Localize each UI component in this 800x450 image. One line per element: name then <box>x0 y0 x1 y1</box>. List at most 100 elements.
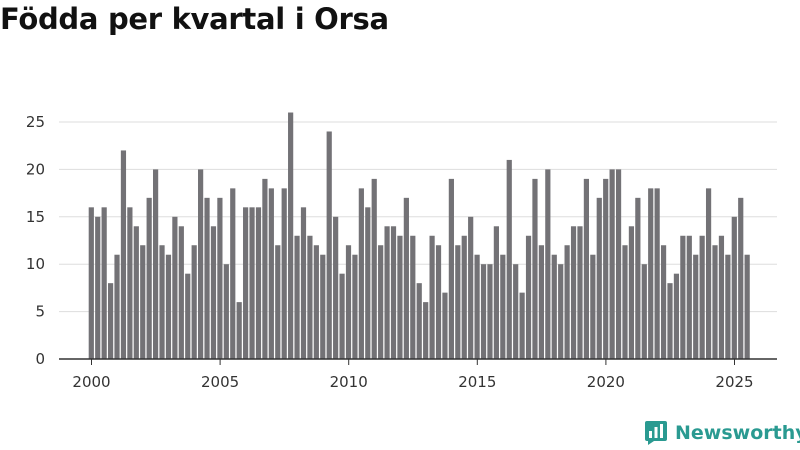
bar <box>429 235 435 359</box>
bar <box>210 226 217 359</box>
bar <box>532 178 538 359</box>
bar <box>371 178 377 359</box>
bar <box>500 254 506 359</box>
bar <box>474 254 480 359</box>
bar <box>641 264 647 359</box>
newsworthy-logo: Newsworthy <box>644 420 800 446</box>
bar <box>268 188 274 359</box>
bar <box>628 226 635 359</box>
brand-name: Newsworthy <box>675 422 800 444</box>
bar <box>159 245 165 359</box>
bar <box>384 226 390 359</box>
bar <box>223 264 229 359</box>
bar <box>609 169 615 359</box>
y-tick-label: 25 <box>26 113 45 131</box>
bar <box>333 216 339 359</box>
bar <box>738 197 744 359</box>
bars <box>59 112 777 360</box>
bar <box>493 226 499 359</box>
bar <box>635 197 641 359</box>
y-tick-label: 15 <box>26 208 45 226</box>
bar <box>275 245 281 359</box>
bar <box>204 197 210 359</box>
bar <box>667 283 673 359</box>
y-tick-label: 20 <box>26 160 45 178</box>
bar <box>622 245 628 359</box>
bar <box>583 178 590 359</box>
bar <box>403 197 409 359</box>
bar <box>172 216 178 359</box>
bar <box>693 254 699 359</box>
x-tick-label: 2020 <box>587 373 625 391</box>
bar <box>288 112 294 360</box>
bar <box>731 216 737 359</box>
bar <box>680 235 686 359</box>
bar <box>545 169 551 359</box>
bar <box>345 245 352 359</box>
bar <box>615 169 622 359</box>
bar <box>468 216 474 359</box>
bar <box>487 264 493 359</box>
bar <box>307 235 313 359</box>
y-tick-label: 0 <box>35 350 45 368</box>
bar <box>699 235 705 359</box>
bar <box>558 264 564 359</box>
x-tick-label: 2010 <box>330 373 368 391</box>
bar <box>506 159 512 359</box>
bar <box>262 178 268 359</box>
bar <box>461 235 467 359</box>
bar <box>365 207 371 359</box>
bar <box>230 188 236 359</box>
bar <box>397 235 403 359</box>
bar <box>410 235 416 359</box>
bar <box>744 254 750 359</box>
bar <box>114 254 120 359</box>
bar <box>352 254 358 359</box>
bar <box>519 292 525 359</box>
bar <box>217 197 223 359</box>
bar <box>577 226 583 359</box>
bar <box>320 254 326 359</box>
x-tick-label: 2000 <box>72 373 110 391</box>
bar <box>120 150 127 359</box>
bar <box>165 254 172 359</box>
x-axis-ticks: 2000 2005 2010 2015 2020 2025 <box>72 359 754 391</box>
bar <box>339 273 345 359</box>
bar <box>358 188 364 359</box>
bar <box>107 283 114 359</box>
bar <box>191 245 197 359</box>
bar <box>705 188 712 359</box>
bar <box>551 254 557 359</box>
y-tick-label: 10 <box>26 255 45 273</box>
bar <box>300 207 307 359</box>
bar <box>423 302 429 359</box>
bar <box>525 235 532 359</box>
bar <box>326 131 332 359</box>
bar <box>455 245 461 359</box>
bar <box>570 226 577 359</box>
bar <box>378 245 384 359</box>
bar <box>101 207 107 359</box>
bar <box>590 254 596 359</box>
bar <box>198 169 204 359</box>
bar <box>654 188 660 359</box>
bar <box>255 207 262 359</box>
bar-chart-logo-icon <box>645 421 667 445</box>
bar <box>127 207 133 359</box>
bar <box>513 264 519 359</box>
bar <box>185 273 191 359</box>
bar <box>88 207 94 359</box>
chart-title: Födda per kvartal i Orsa <box>0 2 389 36</box>
bar <box>281 188 287 359</box>
bar <box>435 245 442 359</box>
y-axis-ticks: 0 5 10 15 20 25 <box>26 113 45 368</box>
bar <box>686 235 692 359</box>
x-tick-label: 2025 <box>715 373 753 391</box>
bar <box>95 216 101 359</box>
bar <box>249 207 255 359</box>
bar <box>712 245 718 359</box>
bar <box>603 178 609 359</box>
x-tick-label: 2005 <box>201 373 239 391</box>
bar <box>480 264 487 359</box>
